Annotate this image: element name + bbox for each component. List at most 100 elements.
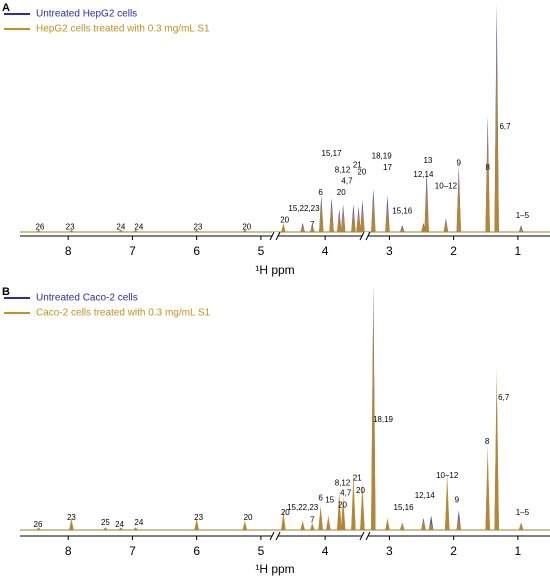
peak-annotation: 20 [357, 168, 366, 177]
peak-annotation: 8 [485, 163, 490, 172]
peak-annotation: 18,19 [372, 152, 393, 161]
peak-annotation: 6 [318, 493, 323, 502]
peak [133, 229, 138, 232]
axis-break [365, 531, 371, 541]
peak [194, 517, 199, 530]
x-tick-label: 6 [193, 544, 200, 558]
panel-label: B [2, 286, 10, 298]
x-tick-label: 5 [258, 244, 265, 258]
peak [118, 527, 124, 530]
peak [36, 527, 41, 530]
peak-annotation: 8 [485, 437, 490, 446]
panel-label: A [2, 2, 10, 14]
peak-annotation: 15,16 [392, 206, 413, 215]
peak [194, 229, 199, 232]
peak-annotation: 9 [457, 158, 462, 167]
peak [443, 220, 449, 232]
legend-label: Untreated Caco-2 cells [36, 293, 138, 304]
peak [360, 206, 365, 232]
peak [337, 213, 342, 232]
peak-annotation: 24 [134, 223, 143, 232]
peak [400, 227, 405, 232]
peak-annotation: 15,16 [394, 503, 415, 512]
peak [485, 444, 490, 530]
peak [340, 495, 346, 530]
peak [310, 227, 315, 232]
peak-annotation: 20 [356, 486, 365, 495]
axis-break [275, 531, 281, 541]
peak-annotation: 21 [353, 161, 362, 170]
peak-annotation: 15,17 [322, 149, 343, 158]
peak-annotation: 6 [318, 188, 323, 197]
x-tick-label: 8 [65, 244, 72, 258]
peak-annotation: 26 [34, 520, 43, 529]
axis-break-gap [361, 232, 368, 240]
peak [133, 527, 138, 530]
peak-annotation: 24 [116, 223, 125, 232]
axis-break-gap [361, 532, 368, 540]
peak-annotation: 20 [244, 513, 253, 522]
axis-break [365, 231, 371, 241]
x-axis-label: ¹H ppm [255, 263, 294, 277]
peak-annotation: 26 [35, 223, 44, 232]
legend-label: HepG2 cells treated with 0.3 mg/mL S1 [36, 24, 210, 35]
peak [421, 520, 426, 530]
peak [69, 229, 74, 232]
peak-annotation: 23 [66, 223, 75, 232]
peak-annotation: 6,7 [499, 122, 511, 131]
peak-annotation: 17 [383, 163, 392, 172]
axis-break-gap [272, 532, 279, 540]
peak-annotation: 18,19 [373, 415, 394, 424]
peak [103, 527, 108, 530]
peak [69, 517, 74, 530]
peak [281, 222, 286, 232]
peak [494, 37, 499, 232]
peak-annotation: 9 [455, 496, 460, 505]
peak-annotation: 15 [325, 496, 334, 505]
x-axis-label: ¹H ppm [255, 562, 294, 576]
axis-break [275, 231, 281, 241]
peak [494, 368, 499, 530]
peak-annotation: 24 [115, 520, 124, 529]
peak [242, 520, 248, 530]
peak [424, 181, 429, 232]
x-tick-label: 2 [450, 244, 457, 258]
peak-annotation: 1–5 [516, 508, 530, 517]
peak [371, 197, 376, 232]
peak [118, 229, 124, 232]
peak [300, 520, 305, 530]
x-tick-label: 1 [515, 544, 522, 558]
x-tick-label: 6 [193, 244, 200, 258]
peak [456, 174, 461, 232]
peak-annotation: 13 [423, 156, 432, 165]
peak [36, 229, 41, 232]
peak-annotation: 12,14 [413, 170, 434, 179]
peak-annotation: 8,12 [335, 165, 351, 174]
peak [340, 209, 346, 232]
peak [319, 202, 324, 232]
peak-annotation: 15,22,23 [288, 204, 320, 213]
peak-annotation: 7 [310, 515, 315, 524]
peak [400, 522, 405, 530]
peak-annotation: 21 [353, 474, 362, 483]
x-tick-label: 3 [386, 244, 393, 258]
peak-annotation: 10–12 [436, 471, 459, 480]
axis-break [269, 231, 275, 241]
peak [318, 505, 323, 530]
peak [371, 297, 376, 530]
peak-annotation: 20 [338, 501, 347, 510]
peak-annotation: 15,22,23 [287, 503, 319, 512]
peak [242, 229, 248, 232]
axis-break [359, 531, 365, 541]
axis-break [269, 531, 275, 541]
peak-annotation: 6,7 [498, 393, 510, 402]
peak-annotation: 23 [193, 223, 202, 232]
legend-label: Untreated HepG2 cells [36, 9, 137, 20]
peak-annotation: 4,7 [340, 488, 352, 497]
peak-annotation: 25 [101, 518, 110, 527]
x-tick-label: 7 [129, 244, 136, 258]
axis-break-gap [272, 232, 279, 240]
x-tick-label: 2 [450, 544, 457, 558]
peak [445, 471, 450, 530]
